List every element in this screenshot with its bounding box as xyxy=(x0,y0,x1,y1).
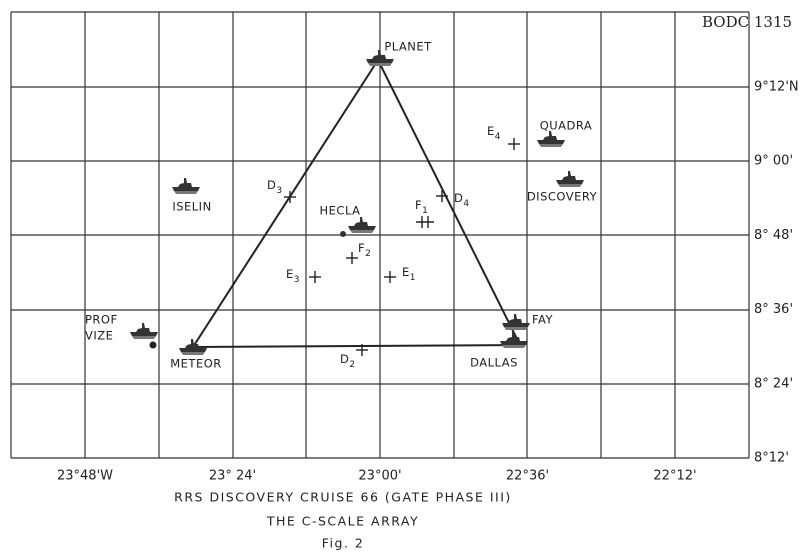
longitude-label: 23°00' xyxy=(358,469,401,484)
ship-label: DISCOVERY xyxy=(527,190,598,204)
station-label: D2 xyxy=(340,352,356,370)
ship-label: DALLAS xyxy=(470,356,518,370)
buoy xyxy=(149,341,157,349)
longitude-label: 23° 24' xyxy=(209,469,256,484)
latitude-label: 8° 48' xyxy=(754,228,793,243)
ship-icon xyxy=(348,217,376,233)
ship-label: HECLA xyxy=(320,204,361,218)
longitude-label: 22°12' xyxy=(653,469,696,484)
station-letter: D xyxy=(340,352,349,366)
station-label: F1 xyxy=(415,198,428,216)
station-subscript: 4 xyxy=(495,132,501,142)
ship-icon xyxy=(172,178,200,194)
grid: 23°48'W 23° 24' 23°00' 22°36' 22°12' 9°12'N 9°… xyxy=(10,11,799,484)
longitude-label: 22°36' xyxy=(506,469,549,484)
caption: RRS DISCOVERY CRUISE 66 (GATE PHASE III) xyxy=(174,490,512,505)
latitude-label: 8° 24' xyxy=(754,376,793,391)
station-label: E3 xyxy=(286,267,300,285)
ship-icon xyxy=(130,323,158,339)
ship-label: QUADRA xyxy=(540,119,593,133)
caption: THE C-SCALE ARRAY xyxy=(266,514,419,529)
station-subscript: 1 xyxy=(410,273,416,283)
ship-label: ISELIN xyxy=(172,200,211,214)
latitude-label: 8° 36' xyxy=(754,302,793,317)
ships: PLANET QUADRA DISCOVERY ISELIN HECLA FAY DALLA… xyxy=(85,40,598,371)
ship-icon xyxy=(556,171,584,187)
ship-label: VIZE xyxy=(85,329,113,343)
station-subscript: 4 xyxy=(463,199,469,209)
ship-label: PLANET xyxy=(384,40,432,54)
ship-label: FAY xyxy=(532,313,554,327)
station-letter: F xyxy=(358,241,365,255)
station-label: D4 xyxy=(454,191,470,209)
buoy xyxy=(340,231,346,237)
station-letter: E xyxy=(286,267,294,281)
figure-id: BODC 1315 xyxy=(702,13,792,31)
ship-icon xyxy=(537,131,565,147)
station-subscript: 2 xyxy=(349,360,355,370)
latitude-label: 9° 00' xyxy=(754,154,793,169)
latitude-label: 9°12'N xyxy=(754,80,799,95)
station-subscript: 3 xyxy=(294,275,300,285)
station-label: E1 xyxy=(402,265,416,283)
ship-icon xyxy=(500,332,528,348)
caption: Fig. 2 xyxy=(322,536,365,551)
station-label: E4 xyxy=(487,124,501,142)
ship-label: PROF xyxy=(85,313,118,327)
station-letter: D xyxy=(454,191,463,205)
station-letter: D xyxy=(267,178,276,192)
station-subscript: 3 xyxy=(276,186,282,196)
station-label: F2 xyxy=(358,241,371,259)
ship-label: METEOR xyxy=(170,357,222,371)
station-letter: E xyxy=(402,265,410,279)
latitude-label: 8°12' xyxy=(754,451,789,466)
station-subscript: 2 xyxy=(365,249,371,259)
station-label: D3 xyxy=(267,178,283,196)
station-letter: F xyxy=(415,198,422,212)
array-triangle xyxy=(191,59,522,349)
station-subscript: 1 xyxy=(422,206,428,216)
station-letter: E xyxy=(487,124,495,138)
longitude-label: 23°48'W xyxy=(57,469,113,484)
